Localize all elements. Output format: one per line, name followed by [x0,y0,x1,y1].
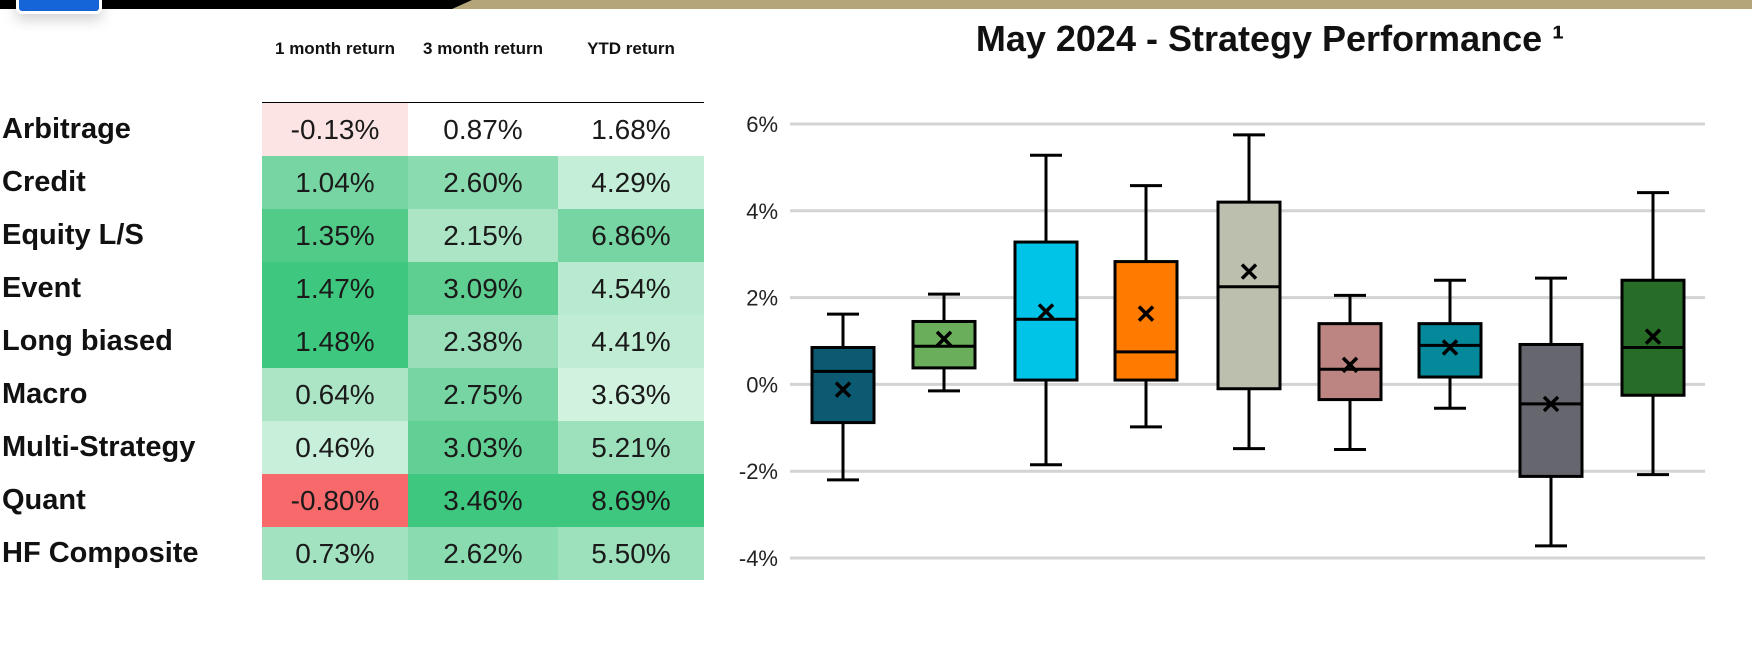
row-label: Long biased [2,325,173,357]
table-cell: 0.64% [262,368,408,421]
table-cell: 5.21% [558,421,704,474]
y-tick-label: 0% [746,372,778,397]
table-cell: 3.03% [408,421,558,474]
table-cell: 0.73% [262,527,408,580]
mean-marker [1542,395,1560,413]
box-6 [1317,293,1383,451]
top-bar-accent [452,0,1752,9]
table-cell: 1.47% [262,262,408,315]
y-tick-label: 2% [746,286,778,311]
table-cell: -0.80% [262,474,408,527]
mean-marker [1037,303,1055,320]
mean-marker [834,381,852,398]
table-cell: 4.29% [558,156,704,209]
y-axis-ticks: 6% 4% 2% 0% -2% -4% [739,112,778,571]
table-cell: 1.68% [558,103,704,156]
table-cell: 2.75% [408,368,558,421]
row-label: Event [2,272,81,304]
row-label: Credit [2,166,86,198]
boxplot-chart: 6% 4% 2% 0% -2% -4% [739,112,1705,571]
row-label: Macro [2,378,88,410]
box-body [1317,322,1383,402]
box-body [1417,322,1483,379]
y-tick-label: 4% [746,199,778,224]
mean-marker [1644,328,1662,345]
row-label: Arbitrage [2,113,131,145]
table-cell: 2.38% [408,315,558,368]
table-cell: 1.35% [262,209,408,262]
box-body [1113,260,1179,382]
y-tick-label: -4% [739,546,778,571]
table-cell: 2.62% [408,527,558,580]
table-cell: 0.87% [408,103,558,156]
col-header-3-month: 3 month return [423,39,543,58]
box-3 [1013,153,1079,467]
table-cell: 4.54% [558,262,704,315]
box-body [1518,342,1584,478]
table-cell: 2.15% [408,209,558,262]
table-cell: 1.48% [262,315,408,368]
row-label: Quant [2,484,86,516]
mean-marker [1441,339,1459,356]
table-cell: -0.13% [262,103,408,156]
box-2 [911,292,977,393]
box-body [810,346,876,425]
table-cell: 5.50% [558,527,704,580]
col-header-ytd: YTD return [587,39,675,58]
box-1 [810,312,876,482]
table-cell: 3.46% [408,474,558,527]
table-cell: 3.63% [558,368,704,421]
table-cell: 0.46% [262,421,408,474]
row-label: HF Composite [2,537,199,569]
table-cell: 3.09% [408,262,558,315]
mean-marker [1341,356,1359,374]
chart-title: May 2024 - Strategy Performance ¹ [975,18,1565,59]
col-header-1-month: 1 month return [275,39,395,58]
table-cell: 6.86% [558,209,704,262]
box-8 [1518,276,1584,548]
mean-marker [1137,305,1155,322]
box-7 [1417,278,1483,410]
box-body [911,319,977,370]
table-cell: 2.60% [408,156,558,209]
box-body [1216,200,1282,391]
table-cell: 8.69% [558,474,704,527]
y-tick-label: -2% [739,459,778,484]
mean-marker [935,330,953,348]
table-cell: 4.41% [558,315,704,368]
box-5 [1216,133,1282,451]
row-label: Multi-Strategy [2,431,196,463]
mean-marker [1240,263,1258,280]
boxes [810,133,1686,548]
table-cell: 1.04% [262,156,408,209]
corner-button[interactable] [16,0,102,14]
box-4 [1113,184,1179,429]
row-label: Equity L/S [2,219,144,251]
y-tick-label: 6% [746,112,778,137]
box-9 [1620,191,1686,477]
